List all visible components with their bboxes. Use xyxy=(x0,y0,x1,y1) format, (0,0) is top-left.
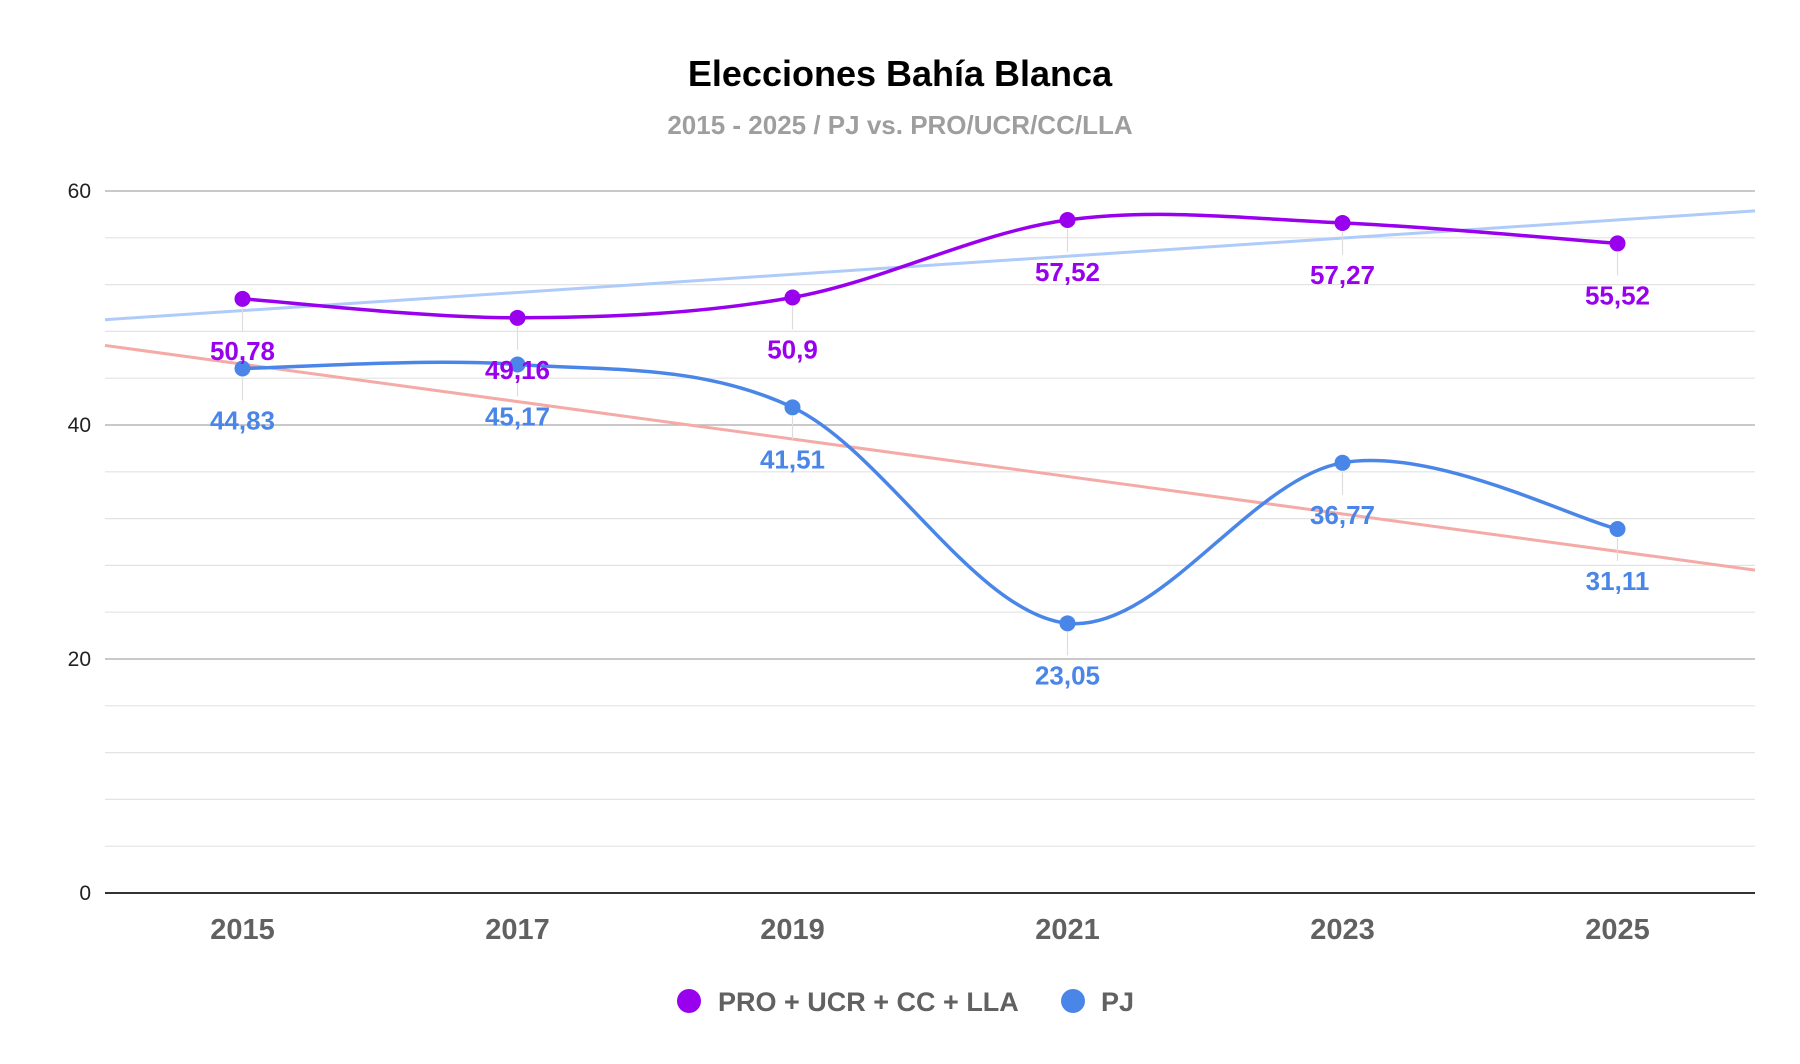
y-axis-ticks: 0 20 40 60 xyxy=(68,180,91,905)
y-tick-label: 20 xyxy=(68,648,91,671)
label-leaders xyxy=(241,229,1619,656)
x-tick-label: 2023 xyxy=(1310,914,1375,946)
data-label-pj: 41,51 xyxy=(760,444,825,474)
data-point-pj xyxy=(509,356,526,373)
chart-title: Elecciones Bahía Blanca xyxy=(688,53,1113,94)
legend-marker-pj xyxy=(1061,989,1085,1013)
series-points xyxy=(234,212,1626,632)
data-point-pro xyxy=(234,290,251,307)
trendline-pro xyxy=(104,209,1756,322)
chart-subtitle: 2015 - 2025 / PJ vs. PRO/UCR/CC/LLA xyxy=(667,110,1133,140)
x-axis-ticks: 2015 2017 2019 2021 2023 2025 xyxy=(210,914,1650,946)
data-point-pj xyxy=(1059,615,1076,632)
x-tick-label: 2025 xyxy=(1585,914,1650,946)
data-point-pro xyxy=(1334,214,1351,231)
data-label-pj: 45,17 xyxy=(485,402,550,432)
legend-marker-pro xyxy=(677,989,701,1013)
data-label-pro: 49,16 xyxy=(485,355,550,385)
trendline-pj xyxy=(104,343,1756,572)
data-labels: 50,78 49,16 50,9 57,52 57,27 55,52 44,83 45,17 4… xyxy=(210,257,1650,690)
data-point-pro xyxy=(1609,235,1626,252)
data-label-pro: 57,27 xyxy=(1310,260,1375,290)
data-point-pj xyxy=(784,399,801,416)
data-label-pj: 44,83 xyxy=(210,405,275,435)
data-point-pro xyxy=(509,309,526,326)
legend: PRO + UCR + CC + LLA PJ xyxy=(677,987,1134,1017)
x-tick-label: 2019 xyxy=(760,914,825,946)
series-line-pro xyxy=(242,212,1618,320)
series-line-pj xyxy=(242,360,1618,626)
data-point-pj xyxy=(1609,521,1626,538)
legend-label-pro: PRO + UCR + CC + LLA xyxy=(718,987,1019,1017)
series-lines xyxy=(242,212,1618,626)
y-tick-label: 60 xyxy=(68,180,91,203)
gridlines xyxy=(105,190,1755,894)
x-tick-label: 2015 xyxy=(210,914,275,946)
legend-label-pj: PJ xyxy=(1101,987,1134,1017)
y-tick-label: 40 xyxy=(68,414,91,437)
data-point-pro xyxy=(784,289,801,306)
data-point-pj xyxy=(1334,454,1351,471)
data-label-pro: 50,9 xyxy=(767,334,818,364)
trendlines xyxy=(104,209,1756,572)
data-label-pro: 50,78 xyxy=(210,336,275,366)
x-tick-label: 2021 xyxy=(1035,914,1100,946)
data-label-pj: 31,11 xyxy=(1586,566,1650,596)
data-label-pro: 57,52 xyxy=(1035,257,1100,287)
data-label-pro: 55,52 xyxy=(1585,280,1650,310)
data-point-pro xyxy=(1059,212,1076,229)
y-tick-label: 0 xyxy=(79,882,91,905)
data-point-pj xyxy=(234,360,251,377)
x-tick-label: 2017 xyxy=(485,914,550,946)
data-label-pj: 23,05 xyxy=(1035,660,1100,690)
data-label-pj: 36,77 xyxy=(1310,500,1375,530)
